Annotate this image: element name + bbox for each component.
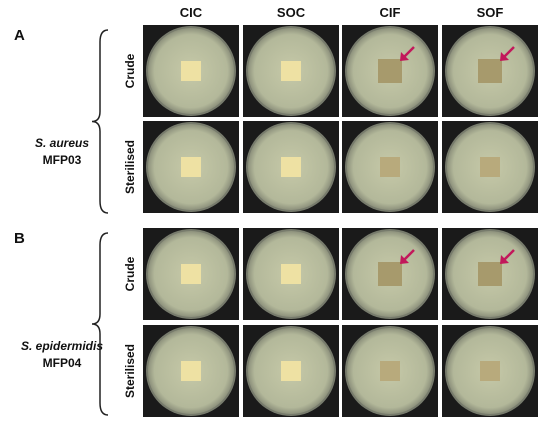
petri-dish-photo <box>143 25 239 117</box>
brace <box>91 232 109 416</box>
disc <box>181 361 201 381</box>
petri-dish-photo <box>342 325 438 417</box>
row-label: Sterilised <box>123 344 137 398</box>
disc <box>380 157 400 177</box>
disc <box>478 59 502 83</box>
disc <box>181 61 201 81</box>
column-header: CIF <box>380 5 401 20</box>
petri-dish-photo <box>442 25 538 117</box>
petri-dish-photo <box>243 25 339 117</box>
petri-dish-photo <box>442 121 538 213</box>
brace <box>91 29 109 214</box>
column-header: CIC <box>180 5 203 20</box>
petri-dish-photo <box>243 325 339 417</box>
disc <box>181 264 201 284</box>
row-label: Sterilised <box>123 140 137 194</box>
petri-dish-photo <box>243 228 339 320</box>
disc <box>281 361 301 381</box>
row-label: Crude <box>123 256 137 291</box>
arrow-head <box>400 52 409 61</box>
petri-dish-photo <box>143 325 239 417</box>
strain-name: MFP03 <box>43 153 82 167</box>
strain-name: MFP04 <box>43 356 82 370</box>
petri-dish-photo <box>143 228 239 320</box>
disc <box>380 361 400 381</box>
panel-label: B <box>14 230 25 247</box>
petri-dish-photo <box>342 228 438 320</box>
column-header: SOF <box>477 5 504 20</box>
petri-dish-photo <box>342 121 438 213</box>
disc <box>181 157 201 177</box>
petri-dish-photo <box>143 121 239 213</box>
organism-name: S. epidermidis <box>21 339 103 353</box>
petri-dish-photo <box>342 25 438 117</box>
disc <box>378 59 402 83</box>
disc <box>378 262 402 286</box>
organism-name: S. aureus <box>35 136 89 150</box>
disc <box>281 264 301 284</box>
petri-dish-photo <box>442 228 538 320</box>
petri-dish-photo <box>442 325 538 417</box>
arrow-head <box>400 255 409 264</box>
panel-label: A <box>14 27 25 44</box>
arrow-head <box>500 52 509 61</box>
disc <box>281 157 301 177</box>
row-label: Crude <box>123 53 137 88</box>
disc <box>480 157 500 177</box>
arrow-head <box>500 255 509 264</box>
disc <box>480 361 500 381</box>
disc <box>478 262 502 286</box>
disc <box>281 61 301 81</box>
column-header: SOC <box>277 5 306 20</box>
petri-dish-photo <box>243 121 339 213</box>
